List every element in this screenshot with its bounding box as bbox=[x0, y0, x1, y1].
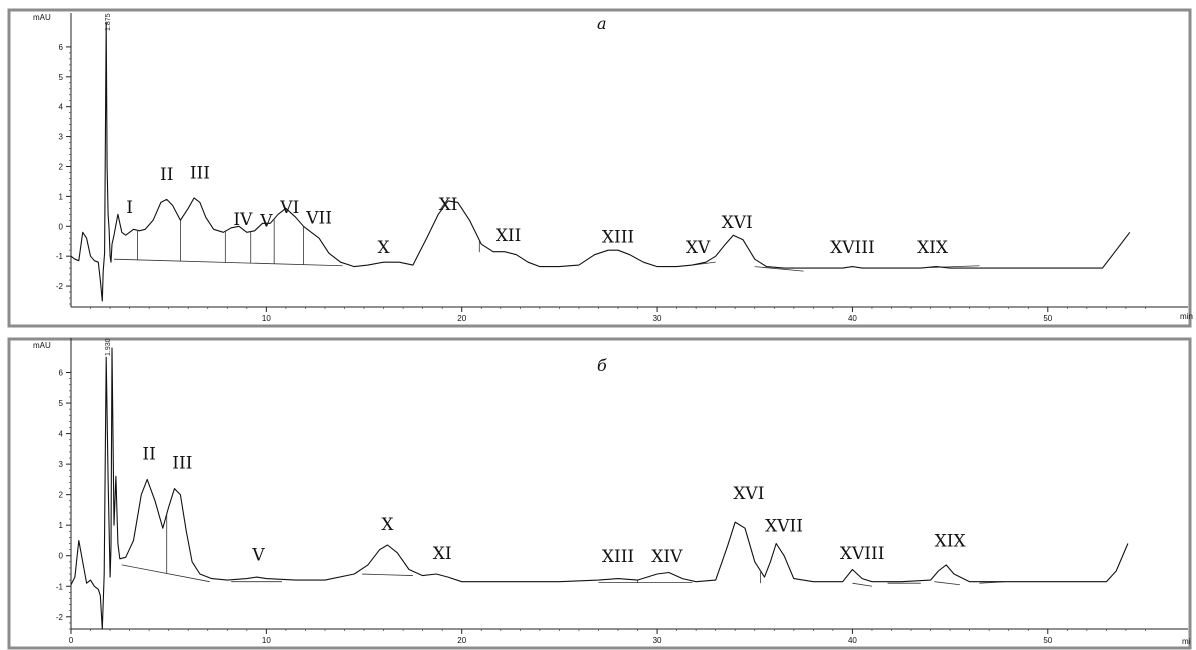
x-tick-label: 40 bbox=[848, 314, 857, 323]
peak-label: VII bbox=[305, 208, 332, 228]
y-tick-label: -1 bbox=[56, 252, 64, 261]
y-tick-label: 2 bbox=[59, 162, 64, 171]
peak-label: XIX bbox=[935, 532, 967, 552]
peak-label: XIV bbox=[651, 547, 683, 567]
chromatogram-panel-a: 6 5 4 3 2 1 0 -1 -2 10 20 30 40 50 1.875 I II III IV V VI VII… bbox=[7, 8, 1193, 328]
peak-label: XI bbox=[439, 195, 458, 215]
x-tick-label: 50 bbox=[1043, 636, 1052, 645]
y-tick-label: 3 bbox=[59, 133, 64, 142]
y-axis-unit-a: mAU bbox=[33, 13, 51, 22]
y-tick-label: 0 bbox=[59, 552, 64, 561]
x-tick-label: 30 bbox=[653, 636, 662, 645]
peak-label: II bbox=[160, 165, 173, 185]
y-tick-label: 3 bbox=[59, 460, 64, 469]
peak-label: XVI bbox=[733, 484, 764, 504]
peak-label: XVI bbox=[722, 213, 753, 233]
peak-label: V bbox=[251, 545, 265, 565]
panel-label-a: а bbox=[597, 14, 607, 33]
panel-frame bbox=[7, 337, 1192, 650]
integration-baseline bbox=[754, 266, 804, 272]
x-tick-label: 20 bbox=[457, 636, 466, 645]
panel-frame bbox=[7, 8, 1192, 328]
chromatogram-trace bbox=[70, 22, 1131, 302]
peak-label: XVII bbox=[765, 516, 803, 536]
y-tick-label: 2 bbox=[59, 491, 64, 500]
x-tick-label: 0 bbox=[69, 636, 74, 645]
peak-label: III bbox=[172, 454, 192, 474]
panel-label-b: б bbox=[597, 356, 607, 375]
peak-label: II bbox=[142, 445, 155, 465]
peak-label: VI bbox=[279, 198, 299, 218]
y-tick-label: 5 bbox=[59, 73, 64, 82]
y-tick-label: -2 bbox=[56, 282, 64, 291]
peak-label: X bbox=[378, 238, 391, 258]
peak-label: XIII bbox=[602, 228, 634, 248]
integration-baseline bbox=[852, 582, 873, 587]
retention-time-annotation: 1.875 bbox=[105, 13, 112, 31]
y-tick-label: 1 bbox=[59, 192, 64, 201]
y-tick-label: 4 bbox=[59, 103, 64, 112]
x-tick-label: 50 bbox=[1043, 314, 1052, 323]
peak-label: XII bbox=[496, 226, 522, 246]
peak-label: XIII bbox=[602, 547, 634, 567]
peak-label: V bbox=[259, 211, 273, 231]
y-tick-label: 5 bbox=[59, 399, 64, 408]
chromatogram-panel-b: 6 5 4 3 2 1 0 -1 -2 0 10 20 30 40 50 1.930 II III V X XI XIII… bbox=[0, 332, 1196, 650]
x-axis-unit-b: mi bbox=[1182, 637, 1191, 646]
retention-time-annotation: 1.930 bbox=[105, 338, 112, 356]
integration-baseline bbox=[934, 581, 960, 586]
x-tick-label: 10 bbox=[262, 636, 271, 645]
peak-label: IV bbox=[233, 210, 253, 230]
peak-label: XVIII bbox=[840, 544, 885, 564]
chromatogram-trace bbox=[70, 347, 1129, 630]
x-tick-label: 40 bbox=[848, 636, 857, 645]
peak-label: III bbox=[190, 163, 210, 183]
y-tick-label: 4 bbox=[59, 430, 64, 439]
peak-label: I bbox=[126, 198, 133, 218]
integration-baseline bbox=[113, 258, 343, 267]
y-tick-label: 6 bbox=[59, 369, 64, 378]
x-tick-label: 10 bbox=[262, 314, 271, 323]
integration-baseline bbox=[121, 564, 210, 583]
peak-label: XVIII bbox=[830, 238, 875, 258]
peak-label: XV bbox=[686, 238, 711, 258]
y-tick-label: -2 bbox=[56, 613, 64, 622]
y-tick-label: 1 bbox=[59, 521, 64, 530]
x-tick-label: 20 bbox=[457, 314, 466, 323]
x-tick-label: 30 bbox=[653, 314, 662, 323]
y-axis-unit-b: mAU bbox=[33, 341, 51, 350]
peak-label: X bbox=[381, 515, 394, 535]
peak-label: XI bbox=[433, 544, 452, 564]
x-axis-unit-a: min bbox=[1180, 312, 1193, 321]
y-tick-label: 6 bbox=[59, 43, 64, 52]
peak-label: XIX bbox=[917, 238, 949, 258]
y-tick-label: -1 bbox=[56, 582, 64, 591]
y-tick-label: 0 bbox=[59, 222, 64, 231]
integration-baseline bbox=[362, 573, 413, 576]
